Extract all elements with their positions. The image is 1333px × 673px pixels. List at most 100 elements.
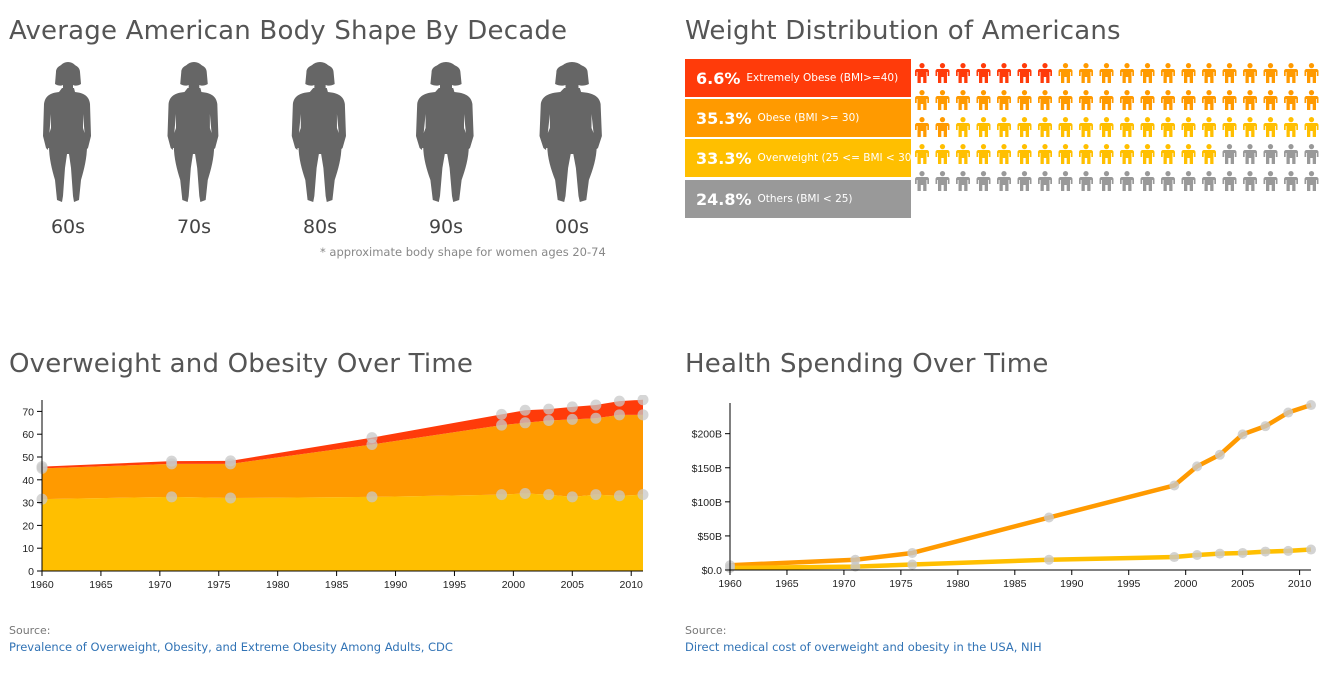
person-icon [1181,117,1196,137]
weight-category-label: 33.3% Overweight (25 <= BMI < 30) [685,139,916,177]
data-point[interactable] [1283,407,1294,418]
x-tick-label: 1990 [1060,578,1084,590]
person-icon [1017,117,1032,137]
data-point[interactable] [1192,550,1203,561]
data-point[interactable] [566,413,578,425]
data-point[interactable] [225,492,237,504]
y-tick-label: $50B [697,531,722,543]
person-icon [997,90,1011,110]
decade-label: 70s [176,216,212,238]
x-tick-label: 1980 [946,578,970,590]
person-icon [1058,144,1073,164]
person-icon [1140,90,1155,110]
person-icon [1079,63,1093,83]
body-silhouette-icon [539,62,602,202]
person-icon [915,171,929,191]
person-icon [1120,90,1134,110]
data-point[interactable] [613,395,625,407]
data-point[interactable] [566,491,578,503]
data-point[interactable] [637,489,649,501]
data-point[interactable] [1169,552,1180,563]
data-point[interactable] [907,559,918,570]
data-point[interactable] [166,455,178,467]
person-icon [1263,171,1278,191]
data-point[interactable] [637,409,649,421]
person-icon [915,144,929,164]
data-point[interactable] [613,409,625,421]
data-point[interactable] [1214,449,1225,460]
obesity-chart-title: Overweight and Obesity Over Time [9,349,474,379]
person-icon [1284,90,1298,110]
person-icon [1263,90,1278,110]
person-icon [1222,117,1237,137]
data-point[interactable] [590,489,602,501]
person-icon [1202,171,1216,191]
data-point[interactable] [543,415,555,427]
data-point[interactable] [1043,554,1054,565]
data-point[interactable] [1306,400,1316,411]
person-icon [915,117,929,137]
data-point[interactable] [907,547,918,558]
data-point[interactable] [519,404,531,416]
person-icon [976,171,991,191]
weight-category-label: 6.6% Extremely Obese (BMI>=40) [685,59,911,97]
person-icon [1284,171,1298,191]
line-series-total [729,402,1312,568]
x-tick-label: 2000 [502,579,526,591]
person-icon [976,63,991,83]
data-point[interactable] [1283,545,1294,556]
data-point[interactable] [566,401,578,413]
data-point[interactable] [1260,421,1271,432]
data-point[interactable] [519,417,531,429]
data-point[interactable] [1169,480,1180,491]
data-point[interactable] [519,487,531,499]
person-icon [935,144,950,164]
data-point[interactable] [366,432,378,444]
person-icon [1284,144,1298,164]
data-point[interactable] [590,412,602,424]
x-tick-label: 2010 [620,579,644,591]
data-point[interactable] [366,491,378,503]
data-point[interactable] [543,403,555,415]
person-icon [1099,144,1114,164]
data-point[interactable] [225,455,237,467]
data-point[interactable] [496,408,508,420]
obesity-source-link[interactable]: Prevalence of Overweight, Obesity, and E… [9,640,453,654]
person-icon [956,144,970,164]
data-point[interactable] [166,491,178,503]
x-tick-label: 1985 [1003,578,1027,590]
x-tick-label: 1980 [266,579,290,591]
person-icon [976,117,991,137]
data-point[interactable] [1237,429,1248,440]
data-point[interactable] [1237,547,1248,558]
data-point[interactable] [637,395,649,406]
data-point[interactable] [1306,544,1316,555]
person-icon [935,117,950,137]
data-point[interactable] [1260,546,1271,557]
person-icon [997,171,1011,191]
person-icon [1161,90,1175,110]
data-point[interactable] [1043,512,1054,523]
person-icon [1202,63,1216,83]
person-icon [1161,171,1175,191]
data-point[interactable] [543,489,555,501]
data-point[interactable] [496,419,508,431]
data-point[interactable] [1214,548,1225,559]
weight-category-percent: 24.8% [696,189,752,209]
person-icon [1304,63,1319,83]
decade-label: 00s [554,216,590,238]
weight-category-label: 24.8% Others (BMI < 25) [685,180,911,218]
decade-label: 90s [428,216,464,238]
spending-source-link[interactable]: Direct medical cost of overweight and ob… [685,640,1042,654]
data-point[interactable] [1192,461,1203,472]
data-point[interactable] [613,490,625,502]
y-tick-label: $150B [692,463,722,475]
y-tick-label: $100B [692,497,722,509]
data-point[interactable] [850,561,861,572]
data-point[interactable] [496,489,508,501]
x-tick-label: 1975 [889,578,913,590]
person-icon [1243,90,1257,110]
person-icon [1140,117,1155,137]
data-point[interactable] [590,399,602,411]
person-icon [1017,171,1032,191]
